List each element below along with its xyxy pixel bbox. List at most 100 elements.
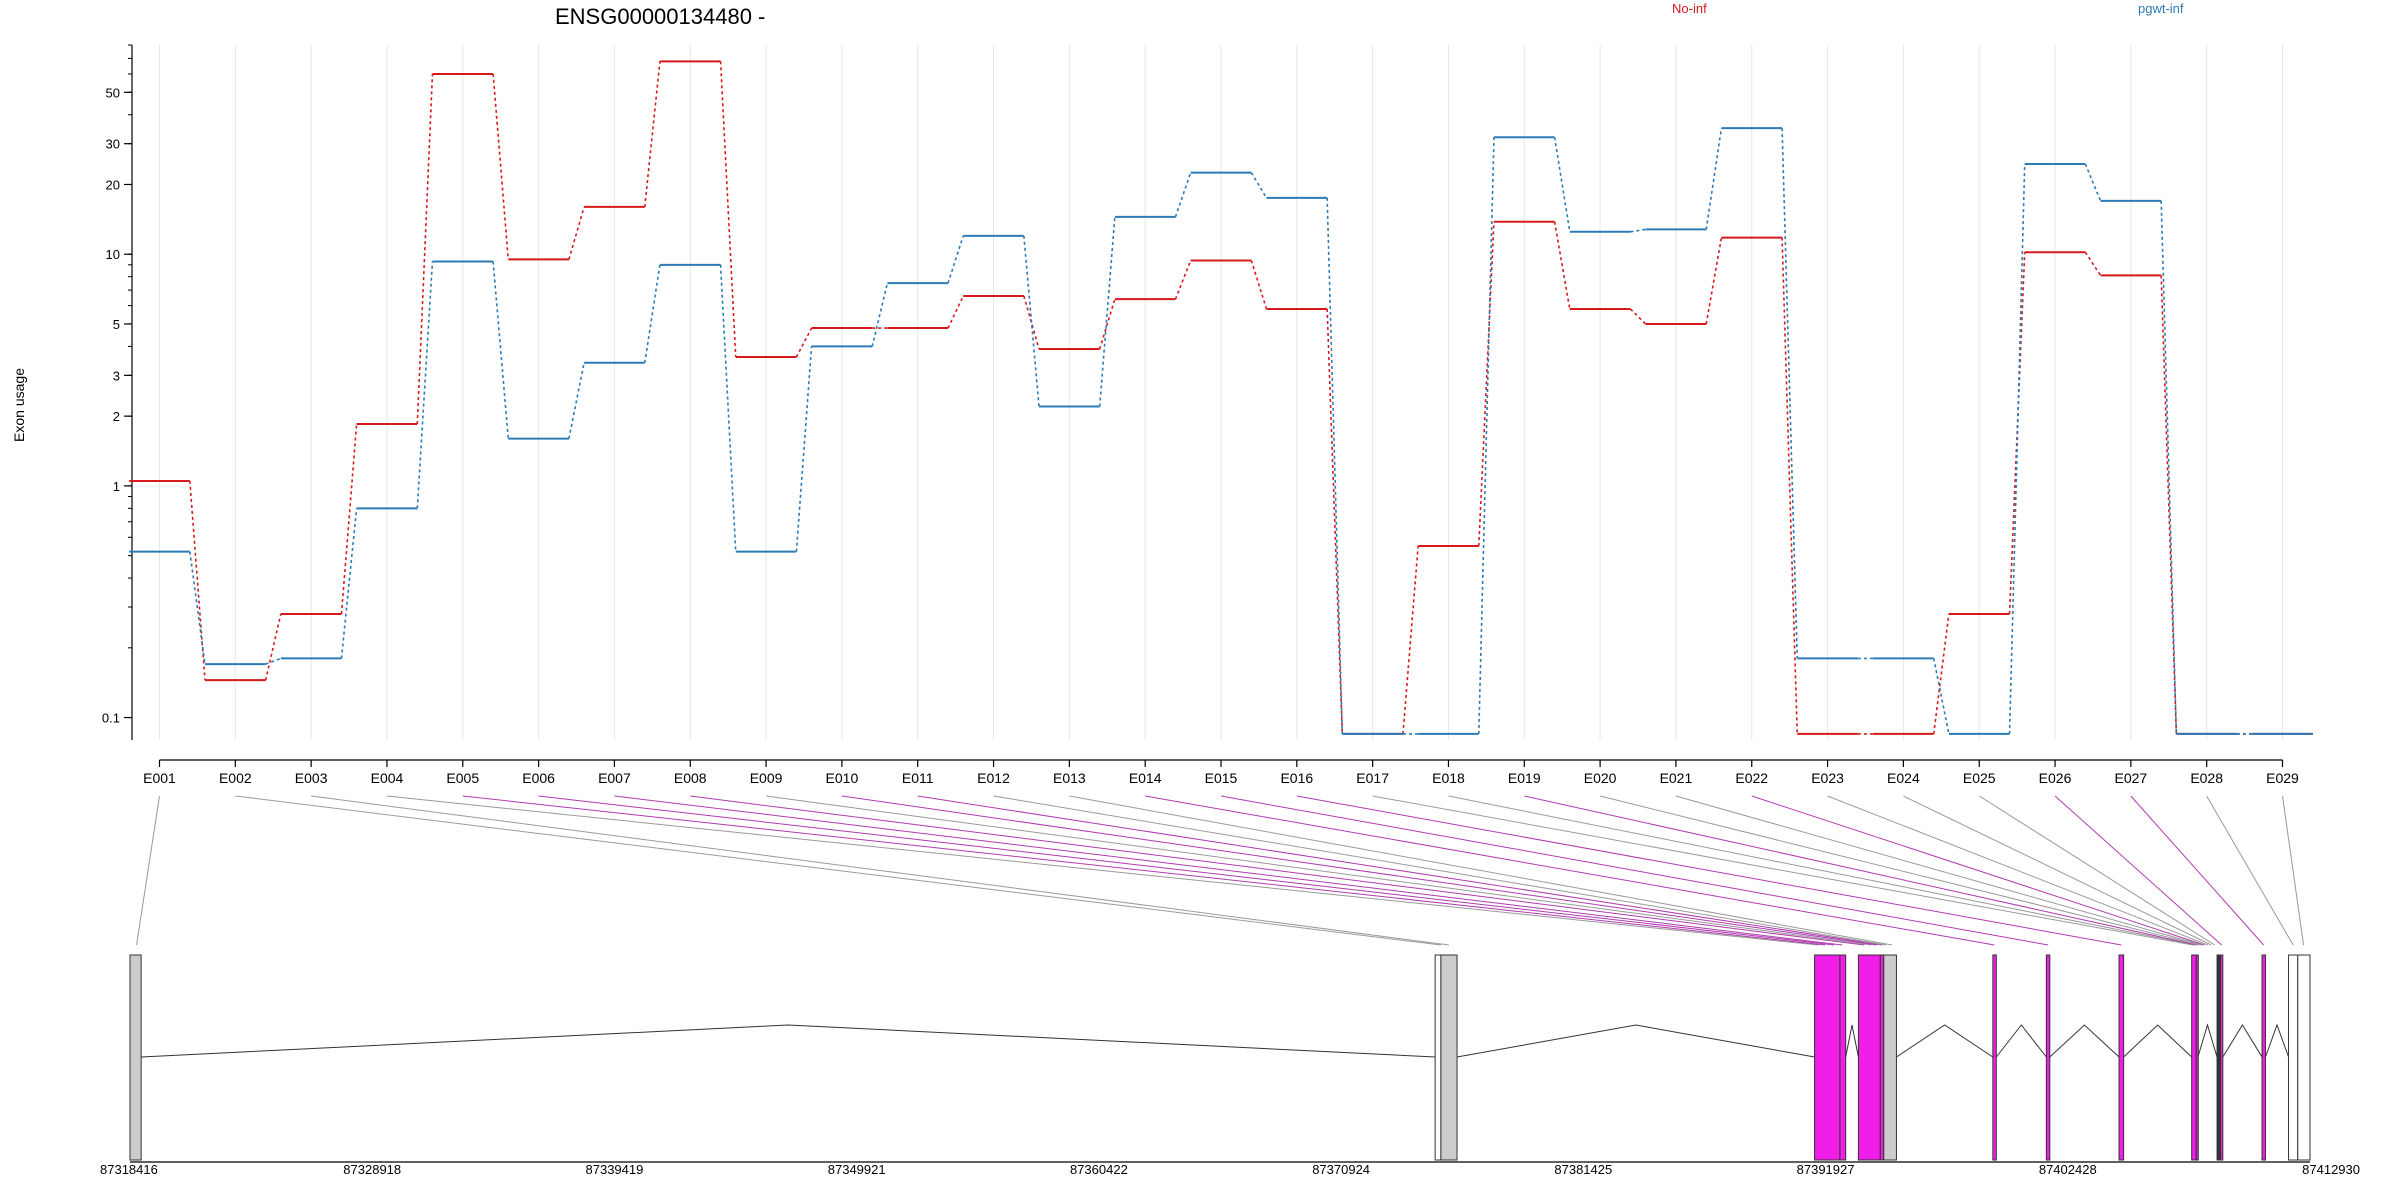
- intron-line: [2265, 1023, 2290, 1058]
- pgwt-inf-connector: [1932, 658, 1950, 735]
- x-tick-label-e028: E028: [2190, 770, 2223, 786]
- exon-block: [1992, 954, 1997, 1161]
- genomic-tick-label: 87402428: [2039, 1162, 2097, 1177]
- pgwt-inf-connector: [1174, 172, 1192, 218]
- y-tick-label: 10: [106, 247, 120, 262]
- pgwt-inf-connector: [416, 261, 434, 509]
- intron-line: [1896, 1024, 1994, 1058]
- pgwt-inf-connector: [1705, 128, 1723, 230]
- exon-connector: [235, 795, 1441, 946]
- exon-connector: [1675, 795, 2203, 946]
- genomic-tick-label: 87360422: [1070, 1162, 1128, 1177]
- y-tick-label: 0.1: [102, 711, 120, 726]
- no-inf-connector: [1932, 613, 1950, 735]
- no-inf-connector: [1402, 545, 1419, 734]
- y-tick-label: 50: [106, 85, 120, 100]
- exon-connector: [1296, 795, 2122, 946]
- pgwt-inf-connector: [871, 282, 889, 347]
- exon-connector: [917, 795, 1882, 946]
- intron-line: [1845, 1024, 1859, 1058]
- exon-block: [1839, 954, 1847, 1161]
- exon-block: [1434, 954, 1442, 1161]
- pgwt-inf-connector: [947, 235, 964, 284]
- x-tick-label-e004: E004: [371, 770, 404, 786]
- pgwt-inf-connector: [492, 261, 510, 439]
- exon-block: [2195, 954, 2199, 1161]
- exon-connector: [1069, 795, 1892, 946]
- no-inf-connector: [1781, 237, 1799, 734]
- exon-connector: [993, 795, 1887, 946]
- no-inf-connector: [416, 73, 434, 425]
- no-inf-connector: [1098, 298, 1116, 350]
- exon-connector: [1599, 795, 2200, 946]
- exon-connector: [2282, 795, 2305, 946]
- genomic-tick-label: 87339419: [586, 1162, 644, 1177]
- x-tick-label-e003: E003: [295, 770, 328, 786]
- exon-connector: [1827, 795, 2209, 946]
- exon-block: [2288, 954, 2299, 1161]
- pgwt-inf-connector: [795, 346, 813, 552]
- no-inf-connector: [1553, 221, 1571, 310]
- exon-block: [2216, 954, 2222, 1161]
- x-tick-label-e026: E026: [2039, 770, 2072, 786]
- no-inf-connector: [1250, 260, 1268, 310]
- exon-block: [1814, 954, 1841, 1161]
- pgwt-inf-connector: [1630, 228, 1646, 233]
- no-inf-connector: [340, 423, 358, 615]
- x-tick-label-e006: E006: [522, 770, 555, 786]
- x-tick-label-e022: E022: [1735, 770, 1768, 786]
- x-tick-label-e002: E002: [219, 770, 252, 786]
- intron-line: [141, 1024, 1436, 1058]
- no-inf-connector: [492, 73, 510, 260]
- exon-block: [1440, 954, 1458, 1161]
- genomic-tick-label: 87349921: [828, 1162, 886, 1177]
- x-tick-label-e029: E029: [2266, 770, 2299, 786]
- x-tick-label-e013: E013: [1053, 770, 1086, 786]
- x-tick-label-e021: E021: [1660, 770, 1693, 786]
- x-tick-label-e010: E010: [826, 770, 859, 786]
- pgwt-inf-connector: [265, 657, 282, 665]
- genomic-tick-label: 87381425: [1554, 1162, 1612, 1177]
- no-inf-connector: [1477, 221, 1495, 547]
- x-tick-label-e009: E009: [750, 770, 783, 786]
- x-axis: E001 E002 E003 E004 E005 E006 E007 E008 E009 E010…: [143, 759, 2299, 786]
- no-inf-connector: [1705, 237, 1723, 325]
- x-tick-label-e005: E005: [446, 770, 479, 786]
- pgwt-inf-connector: [2008, 164, 2026, 734]
- legend-label-pgwt-inf: pgwt-inf: [2138, 1, 2184, 16]
- exon-block: [2220, 954, 2224, 1161]
- exon-connector: [841, 795, 1877, 946]
- intron-line: [1995, 1024, 2047, 1058]
- pgwt-inf-connector: [1477, 137, 1495, 734]
- no-inf-connector: [264, 613, 282, 681]
- genomic-tick-label: 87328918: [343, 1162, 401, 1177]
- exon-connector: [2130, 795, 2265, 946]
- y-tick-label: 1: [113, 479, 120, 494]
- intron-line: [2222, 1024, 2263, 1058]
- exon-connector: [1372, 795, 2193, 946]
- exon-connector: [614, 795, 1843, 946]
- pgwt-inf-connector: [568, 362, 585, 439]
- no-inf-connector: [2160, 275, 2178, 734]
- no-inf-connector: [795, 327, 813, 358]
- exon-connector: [1448, 795, 2196, 946]
- exon-connector: [462, 795, 1825, 946]
- y-tick-label: 3: [113, 368, 120, 383]
- chart-title: ENSG00000134480 -: [555, 4, 765, 29]
- no-inf-connector: [1326, 308, 1344, 734]
- pgwt-inf-connector: [2084, 163, 2102, 202]
- intron-line: [2197, 1023, 2218, 1058]
- y-tick-label: 20: [106, 177, 120, 192]
- exon-connector: [136, 795, 160, 946]
- exon-connector: [690, 795, 1865, 946]
- x-tick-label-e011: E011: [902, 770, 934, 786]
- no-inf-connector: [643, 61, 661, 208]
- exon-block: [2045, 954, 2051, 1161]
- x-tick-label-e023: E023: [1811, 770, 1844, 786]
- pgwt-inf-connector: [2160, 200, 2178, 734]
- exon-block: [1857, 954, 1881, 1161]
- y-tick-label: 2: [113, 409, 120, 424]
- y-tick-label: 5: [113, 317, 120, 332]
- x-tick-label-e020: E020: [1584, 770, 1617, 786]
